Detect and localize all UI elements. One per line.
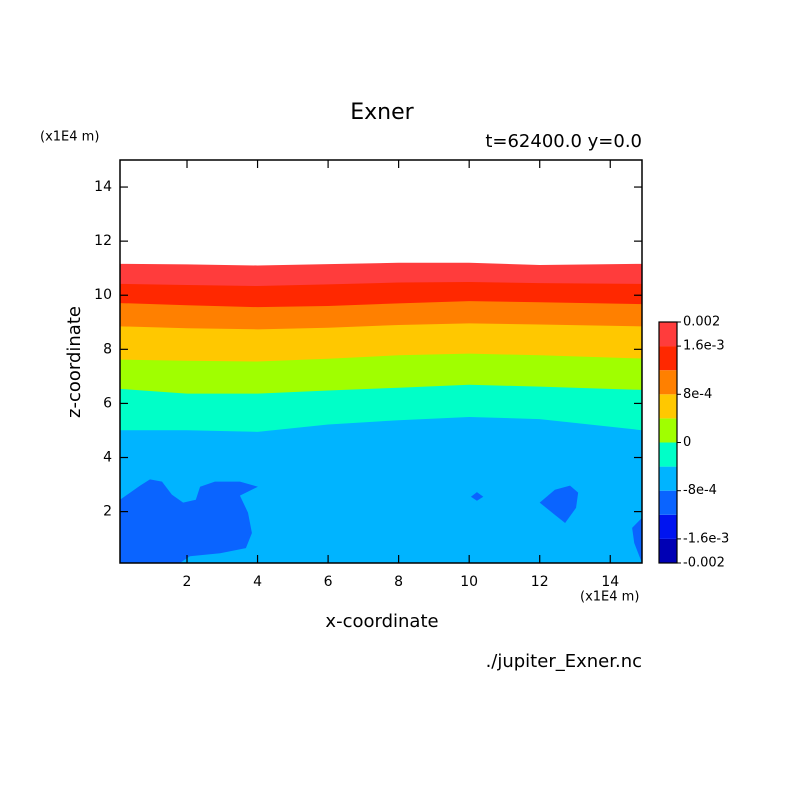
axes-frame: [119, 159, 643, 564]
colorbar-band: [659, 370, 677, 395]
contour-patch: [632, 517, 642, 563]
colorbar-band: [659, 538, 677, 563]
contour-patch: [470, 492, 484, 501]
colorbar-tick-label: 0.002: [683, 315, 720, 330]
colorbar-tick-label: 8e-4: [683, 387, 712, 402]
x-tick-label: 8: [394, 574, 403, 590]
colorbar-band: [659, 442, 677, 467]
axes: 2 4 6 8 10 12 14 2 4 6 8 10 12 14: [94, 159, 643, 590]
contour-patch: [120, 479, 258, 563]
x-tick-label: 12: [531, 574, 549, 590]
x-unit: (x1E4 m): [580, 590, 639, 605]
colorbar-band: [659, 394, 677, 419]
colorbar-band: [659, 418, 677, 443]
y-tick-label: 8: [103, 341, 112, 357]
x-axis-label: x-coordinate: [325, 611, 438, 632]
colorbar-band: [659, 514, 677, 539]
x-tick-label: 2: [183, 574, 192, 590]
colorbar-band: [659, 322, 677, 347]
colorbar-tick-label: -1.6e-3: [683, 531, 729, 546]
y-tick-label: 4: [103, 450, 112, 466]
y-tick-label: 10: [94, 287, 112, 303]
footer: ./jupiter_Exner.nc: [486, 651, 642, 672]
colorbar-tick-label: -0.002: [683, 556, 725, 571]
y-tick-label: 12: [94, 233, 112, 249]
colorbar-tick-label: 0: [683, 435, 691, 450]
x-tick-label: 14: [601, 574, 619, 590]
y-tick-label: 2: [103, 504, 112, 520]
x-tick-label: 4: [253, 574, 262, 590]
chart-subtitle: t=62400.0 y=0.0: [485, 131, 642, 152]
colorbar-band: [659, 346, 677, 371]
colorbar: 0.002 1.6e-3 8e-4 0 -8e-4 -1.6e-3 -0.002: [658, 315, 729, 571]
y-unit: (x1E4 m): [40, 130, 99, 145]
x-tick-label: 10: [460, 574, 478, 590]
plot-area: [120, 262, 642, 563]
colorbar-band: [659, 466, 677, 491]
x-tick-label: 6: [324, 574, 333, 590]
colorbar-tick-label: 1.6e-3: [683, 339, 725, 354]
contour-patch: [539, 485, 579, 523]
y-tick-label: 6: [103, 395, 112, 411]
colorbar-tick-label: -8e-4: [683, 483, 717, 498]
colorbar-band: [659, 490, 677, 515]
y-axis-label: z-coordinate: [64, 306, 85, 418]
chart-title: Exner: [350, 100, 414, 125]
y-tick-label: 14: [94, 179, 112, 195]
